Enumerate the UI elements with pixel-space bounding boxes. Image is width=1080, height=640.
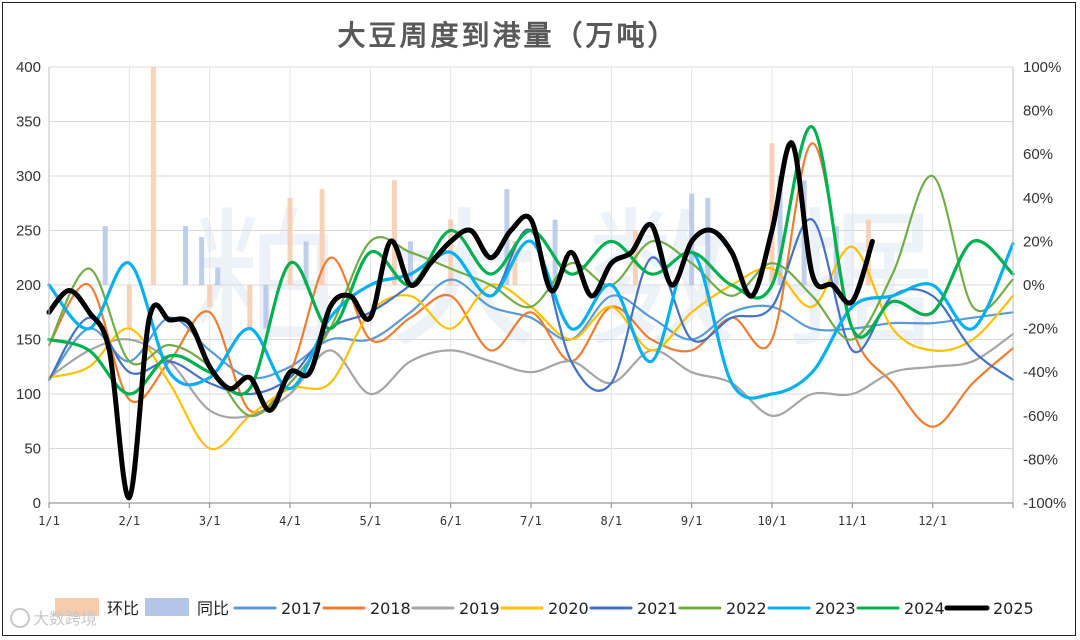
legend-label-2019: 2019 <box>459 599 500 618</box>
y-tick-label-6: 300 <box>16 168 41 185</box>
x-tick-label-11/1: 11/1 <box>838 514 867 528</box>
x-tick-label-4/1: 4/1 <box>279 514 301 528</box>
y2-tick-label-6: 20% <box>1023 233 1053 250</box>
legend-label-2020: 2020 <box>548 599 589 618</box>
series-line-2019 <box>47 332 1015 419</box>
bar-同比-0 <box>102 226 108 285</box>
legend-label-2023: 2023 <box>815 599 856 618</box>
y2-tick-label-8: 60% <box>1023 146 1053 163</box>
x-tick-label-12/1: 12/1 <box>918 514 947 528</box>
bar-环比-8 <box>512 241 518 285</box>
x-tick-label-8/1: 8/1 <box>600 514 622 528</box>
bar-环比-0 <box>126 285 132 329</box>
legend-label-2024: 2024 <box>904 599 945 618</box>
legend-label-2017: 2017 <box>281 599 322 618</box>
y2-tick-label-1: -80% <box>1023 451 1058 468</box>
series-lines <box>46 125 1015 501</box>
bar-环比-5 <box>319 189 325 285</box>
legend-label-2018: 2018 <box>370 599 411 618</box>
y2-tick-label-10: 100% <box>1023 59 1061 76</box>
y2-tick-label-4: -20% <box>1023 321 1058 338</box>
bar-环比-6 <box>391 180 397 285</box>
logo-text: 大数跨境 <box>33 609 97 628</box>
y2-tick-label-9: 80% <box>1023 103 1053 120</box>
legend-label-2025: 2025 <box>993 599 1034 618</box>
bar-同比-5 <box>303 241 309 285</box>
watermark: 粕 大 数 据 <box>191 195 934 369</box>
bar-环比-1 <box>150 67 156 285</box>
bar-同比-11 <box>777 176 783 285</box>
legend-label-2021: 2021 <box>637 599 678 618</box>
bar-环比-2 <box>207 285 213 307</box>
y2-tick-label-5: 0% <box>1023 277 1045 294</box>
source-logo: 大数跨境 <box>10 608 97 628</box>
bar-同比-4 <box>263 285 269 329</box>
y-tick-label-4: 200 <box>16 277 41 294</box>
chart-title: 大豆周度到港量（万吨） <box>337 19 678 52</box>
legend-label-同比: 同比 <box>197 599 229 618</box>
x-tick-label-10/1: 10/1 <box>758 514 787 528</box>
bar-同比-8 <box>552 219 558 285</box>
x-tick-label-9/1: 9/1 <box>681 514 703 528</box>
bar-同比-6 <box>408 241 413 285</box>
chart-svg: 粕 大 数 据 大豆周度到港量（万吨） 0 50 100 150 200 250 300 35… <box>10 19 1066 628</box>
x-tick-label-3/1: 3/1 <box>199 514 221 528</box>
y-tick-label-1: 50 <box>24 441 41 458</box>
x-tick-label-5/1: 5/1 <box>359 514 381 528</box>
bar-同比-2 <box>199 237 205 285</box>
watermark-text: 粕 大 数 据 <box>191 195 934 369</box>
bar-环比-11 <box>769 143 775 285</box>
y-tick-label-5: 250 <box>16 223 41 240</box>
y-tick-label-7: 350 <box>16 114 41 131</box>
y-tick-label-3: 150 <box>16 332 41 349</box>
bar-同比-10 <box>705 197 711 285</box>
x-tick-label-6/1: 6/1 <box>440 514 462 528</box>
legend-label-2022: 2022 <box>726 599 767 618</box>
y2-tick-label-3: -40% <box>1023 364 1058 381</box>
y-tick-label-0: 0 <box>33 495 41 512</box>
y2-tick-label-2: -60% <box>1023 408 1058 425</box>
y-tick-label-2: 100 <box>16 386 41 403</box>
x-tick-label-2/1: 2/1 <box>118 514 140 528</box>
bar-环比-4 <box>287 197 293 285</box>
axes: 0 50 100 150 200 250 300 350 400 -100% -80% -60% -40… <box>16 59 1066 528</box>
legend-swatch-同比 <box>145 598 189 616</box>
x-tick-label-1/1: 1/1 <box>38 514 60 528</box>
legend: 环比 同比 2017 2018 2019 2020 2021 2022 2023 2024 2025 <box>55 598 1034 618</box>
x-tick-label-7/1: 7/1 <box>520 514 542 528</box>
series-line-2021 <box>47 218 1015 396</box>
bar-同比-1 <box>183 226 189 285</box>
series-line-2025 <box>46 140 875 501</box>
logo-icon <box>10 608 30 628</box>
legend-swatch-环比 <box>55 598 99 616</box>
bar-环比-3 <box>247 285 253 329</box>
y2-tick-label-0: -100% <box>1023 495 1066 512</box>
y-tick-label-8: 400 <box>16 59 41 76</box>
y2-tick-label-7: 40% <box>1023 190 1053 207</box>
bar-同比-3 <box>215 267 221 285</box>
legend-label-环比: 环比 <box>107 599 139 618</box>
